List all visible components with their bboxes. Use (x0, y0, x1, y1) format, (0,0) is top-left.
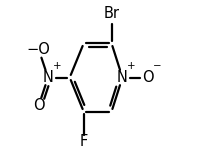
Text: −: − (152, 61, 160, 71)
Text: F: F (79, 134, 87, 148)
Text: +: + (126, 61, 135, 71)
Text: N: N (116, 70, 127, 85)
Text: N: N (42, 70, 53, 85)
Text: O: O (141, 70, 153, 85)
Text: Br: Br (103, 7, 119, 21)
Text: −O: −O (27, 42, 50, 57)
Text: +: + (52, 61, 61, 71)
Text: O: O (33, 98, 44, 113)
